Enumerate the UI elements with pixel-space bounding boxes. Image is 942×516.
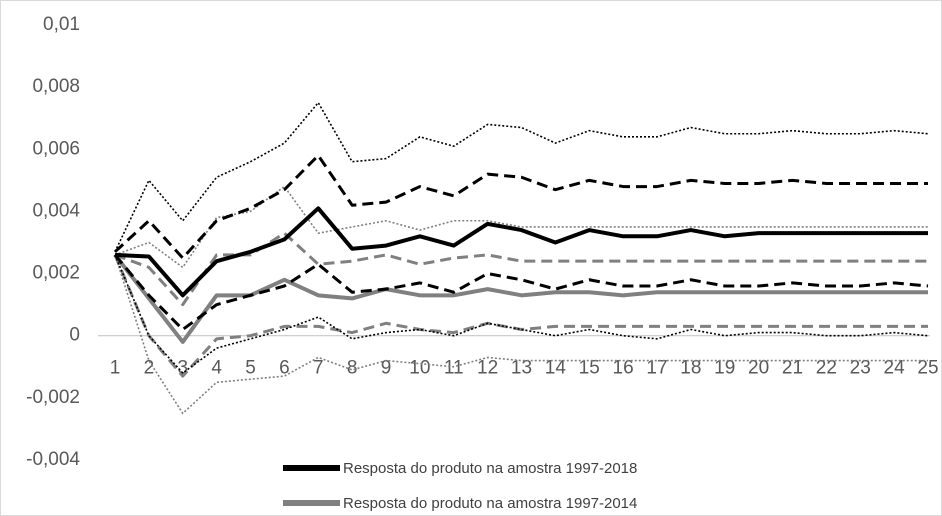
series-line: [114, 254, 928, 415]
x-tick-label: 19: [714, 358, 735, 379]
y-tick-label: 0,01: [43, 14, 80, 35]
legend-label: Resposta do produto na amostra 1997-2014: [343, 495, 637, 512]
x-tick-label: 6: [279, 358, 290, 379]
x-tick-label: 9: [381, 358, 392, 379]
x-tick-label: 13: [511, 358, 532, 379]
x-tick-label: 25: [917, 358, 938, 379]
x-tick-label: 11: [444, 358, 464, 379]
series-line: [114, 231, 928, 307]
x-tick-label: 16: [613, 358, 634, 379]
series-line: [114, 185, 928, 269]
x-tick-label: 3: [177, 358, 188, 379]
series-line: [113, 154, 928, 260]
x-tick-label: 21: [782, 358, 803, 379]
series-line: [113, 253, 929, 331]
x-tick-label: 8: [347, 358, 358, 379]
x-tick-label: 10: [409, 358, 430, 379]
x-tick-label: 23: [850, 358, 871, 379]
series-line: [114, 206, 928, 298]
legend-label: Resposta do produto na amostra 1997-2018: [343, 460, 637, 477]
series-line: [114, 101, 929, 253]
series-line: [114, 254, 929, 374]
x-tick-label: 1: [110, 358, 121, 379]
x-tick-label: 24: [884, 358, 906, 379]
x-tick-label: 20: [748, 358, 769, 379]
x-tick-label: 17: [646, 358, 667, 379]
x-tick-label: 7: [313, 358, 324, 379]
y-tick-label: 0: [69, 325, 80, 346]
y-tick-label: 0,004: [32, 200, 80, 221]
x-tick-label: 18: [680, 358, 701, 379]
x-tick-label: 5: [245, 358, 256, 379]
x-tick-label: 22: [816, 358, 837, 379]
x-tick-label: 14: [545, 358, 567, 379]
y-tick-label: 0,002: [32, 263, 80, 284]
x-tick-label: 2: [144, 358, 155, 379]
x-tick-label: 4: [211, 358, 222, 379]
y-tick-label: 0,006: [32, 138, 80, 159]
x-tick-label: 12: [477, 358, 498, 379]
y-tick-label: -0,004: [26, 449, 80, 470]
y-tick-label: 0,008: [32, 76, 80, 97]
x-tick-label: 15: [579, 358, 600, 379]
y-tick-label: -0,002: [26, 387, 80, 408]
